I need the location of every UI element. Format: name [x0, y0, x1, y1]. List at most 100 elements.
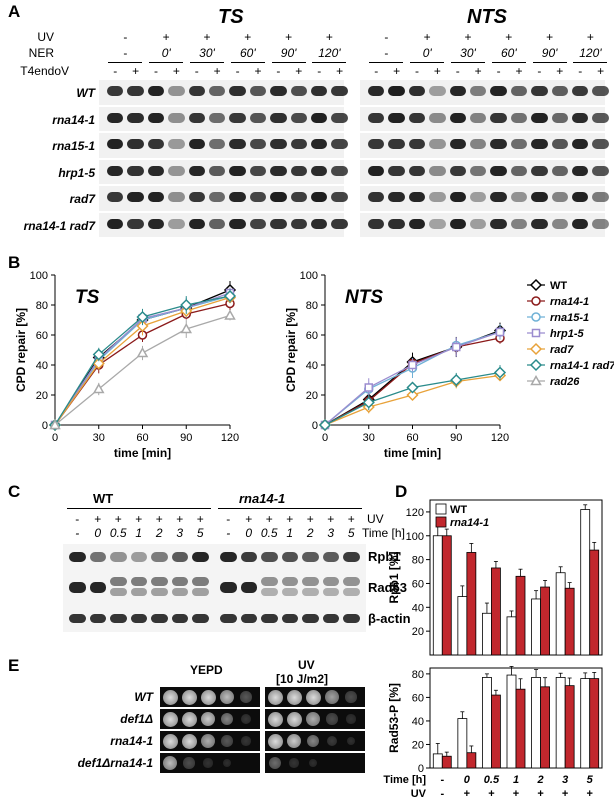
dna-band	[551, 218, 568, 229]
yeast-spot	[181, 689, 197, 705]
bar	[580, 678, 591, 769]
time-row-label: Time [h]	[362, 526, 405, 540]
data-point	[452, 342, 461, 352]
t4endov-sign: +	[132, 64, 140, 78]
dna-band	[470, 192, 487, 202]
t4endov-sign: -	[374, 64, 379, 78]
dna-band	[592, 218, 609, 229]
x-axis-label: time [min]	[384, 446, 441, 460]
ts-repair-chart: 0 20 40 60 80 100 0 30 60 90 120 time [min] CPD repa…	[14, 270, 239, 460]
rpb1-band	[302, 552, 319, 562]
bar	[457, 718, 468, 769]
yeast-spot	[306, 734, 320, 748]
y-tick-label: 0	[42, 420, 48, 432]
dna-band	[270, 139, 287, 149]
time-point: 1	[135, 526, 143, 540]
time-point: 0.5	[260, 526, 278, 540]
dna-band	[229, 165, 246, 176]
rpb1-band	[130, 552, 147, 562]
legend-label: rna14-1	[450, 517, 489, 529]
lane-group-line	[149, 62, 184, 63]
y-tick-label: 80	[36, 300, 48, 312]
t4endov-sign: +	[433, 64, 441, 78]
t4endov-sign: -	[276, 64, 281, 78]
legend-marker	[531, 328, 541, 338]
dna-band	[107, 139, 124, 149]
dna-band	[408, 218, 426, 229]
dna-band	[388, 112, 405, 123]
legend-marker	[529, 342, 543, 356]
gel-title-nts: NTS	[467, 6, 507, 28]
time-point: 3	[327, 526, 335, 540]
dna-band	[127, 165, 144, 176]
dna-band	[147, 86, 165, 96]
bar	[441, 535, 452, 656]
dna-band	[449, 218, 466, 229]
actin-band	[240, 614, 257, 623]
uv-sign: +	[265, 512, 273, 526]
uv-sign: +	[135, 512, 143, 526]
blot-strip	[63, 544, 215, 570]
dna-band	[551, 139, 568, 149]
rad53-band	[171, 588, 188, 596]
blot-title-line	[67, 508, 211, 509]
y-tick-label: 40	[36, 360, 48, 372]
dna-band	[229, 218, 246, 229]
dna-band	[331, 192, 348, 202]
dna-band	[249, 192, 267, 202]
dna-band	[551, 165, 568, 176]
dna-band	[388, 86, 405, 96]
bar	[457, 596, 468, 656]
time-category: 2	[537, 774, 544, 786]
t4endov-sign: +	[336, 64, 344, 78]
dna-band	[270, 112, 287, 123]
uv-sign: +	[513, 788, 519, 800]
yeast-spot	[286, 711, 302, 727]
actin-band	[171, 614, 188, 623]
yeast-spot	[183, 757, 195, 769]
actin-band	[151, 614, 168, 623]
t4endov-sign: -	[537, 64, 542, 78]
actin-band	[89, 614, 106, 623]
rad53-bar-chart: 0 20 40 60 80 Rad53-P [%]	[387, 666, 603, 775]
data-point	[92, 348, 105, 361]
uv-lane-sign: +	[162, 30, 170, 44]
y-tick-label: 100	[406, 531, 424, 543]
x-tick-label: 0	[52, 432, 58, 444]
dna-band	[290, 192, 307, 202]
bar	[555, 572, 566, 656]
data-point	[493, 366, 507, 379]
rad53-p-band	[281, 577, 298, 586]
y-tick-label: 100	[30, 270, 48, 282]
t4endov-sign: -	[455, 64, 460, 78]
yeast-spot	[220, 712, 234, 726]
uv-header-label: UV	[37, 30, 54, 44]
strain-label: WT	[134, 690, 153, 704]
dna-band	[551, 192, 568, 202]
bar	[482, 612, 492, 656]
uv-lane-sign: +	[546, 30, 554, 44]
dna-band	[107, 112, 124, 123]
dna-band	[127, 192, 144, 202]
dna-band	[592, 112, 609, 123]
bar	[540, 686, 550, 769]
time-point: 2	[306, 526, 314, 540]
yeast-spot	[326, 713, 338, 725]
uv-dose-label: [10 J/m2]	[276, 672, 329, 686]
dna-band	[209, 139, 226, 149]
ner-timepoint: 120'	[318, 46, 341, 60]
dna-band	[127, 218, 144, 229]
dna-band	[368, 139, 385, 149]
data-point	[362, 396, 375, 409]
dna-band	[510, 86, 528, 96]
t4endov-sign: -	[415, 64, 419, 78]
dna-band	[449, 139, 466, 149]
t4endov-header-label: T4endoV	[20, 64, 69, 78]
yeast-spot	[286, 733, 302, 749]
strain-label: rna15-1	[52, 139, 95, 153]
dna-band	[470, 86, 487, 96]
dna-band	[229, 192, 246, 202]
time-point: -	[75, 526, 80, 540]
legend-label: rna14-1 rad7	[550, 360, 614, 372]
rpb1-band	[171, 552, 188, 562]
